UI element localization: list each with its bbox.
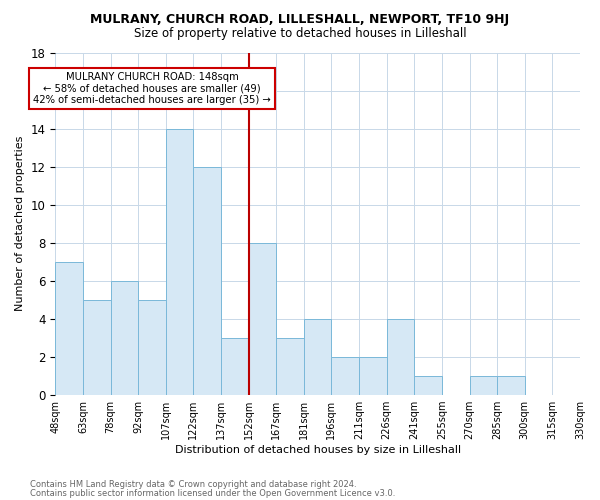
Bar xyxy=(193,166,221,395)
X-axis label: Distribution of detached houses by size in Lilleshall: Distribution of detached houses by size … xyxy=(175,445,461,455)
Bar xyxy=(55,262,83,395)
Text: Contains public sector information licensed under the Open Government Licence v3: Contains public sector information licen… xyxy=(30,488,395,498)
Bar xyxy=(276,338,304,395)
Text: Contains HM Land Registry data © Crown copyright and database right 2024.: Contains HM Land Registry data © Crown c… xyxy=(30,480,356,489)
Bar xyxy=(470,376,497,395)
Text: MULRANY CHURCH ROAD: 148sqm
← 58% of detached houses are smaller (49)
42% of sem: MULRANY CHURCH ROAD: 148sqm ← 58% of det… xyxy=(33,72,271,104)
Text: MULRANY, CHURCH ROAD, LILLESHALL, NEWPORT, TF10 9HJ: MULRANY, CHURCH ROAD, LILLESHALL, NEWPOR… xyxy=(91,12,509,26)
Bar xyxy=(304,319,331,395)
Bar xyxy=(248,243,276,395)
Bar xyxy=(221,338,248,395)
Text: Size of property relative to detached houses in Lilleshall: Size of property relative to detached ho… xyxy=(134,28,466,40)
Y-axis label: Number of detached properties: Number of detached properties xyxy=(15,136,25,312)
Bar xyxy=(138,300,166,395)
Bar xyxy=(166,128,193,395)
Bar xyxy=(110,281,138,395)
Bar xyxy=(497,376,525,395)
Bar xyxy=(331,357,359,395)
Bar xyxy=(414,376,442,395)
Bar xyxy=(83,300,110,395)
Bar xyxy=(359,357,386,395)
Bar xyxy=(386,319,414,395)
